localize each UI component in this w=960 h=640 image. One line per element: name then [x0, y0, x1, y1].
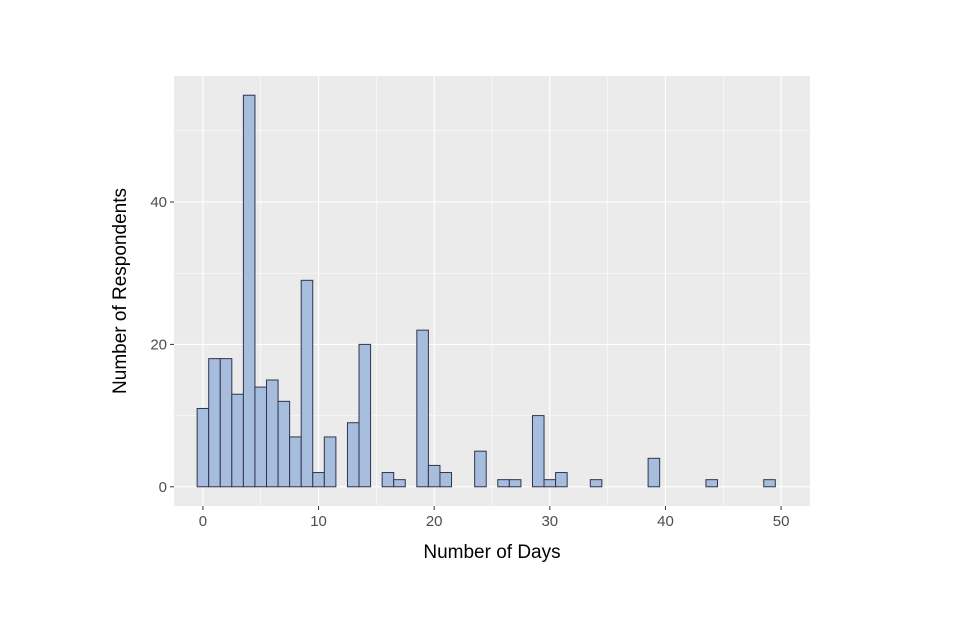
y-tick-label: 40: [150, 194, 167, 211]
histogram-bar: [381, 472, 395, 488]
y-tick-label: 0: [159, 479, 167, 496]
histogram-bar: [763, 479, 776, 488]
histogram-bar: [277, 400, 291, 488]
histogram-bar: [358, 343, 372, 488]
histogram-bar: [416, 329, 429, 488]
y-tick-label: 20: [150, 336, 167, 353]
x-tick-label: 30: [541, 513, 558, 530]
x-tick-label: 40: [657, 513, 674, 530]
histogram-bar: [508, 479, 522, 488]
histogram-bar: [589, 479, 603, 488]
y-axis-title: Number of Respondents: [110, 188, 131, 394]
histogram-bar: [219, 358, 233, 488]
histogram-bar: [647, 457, 661, 488]
histogram-bar: [300, 279, 314, 488]
histogram-bar: [543, 479, 557, 488]
histogram-bar: [208, 358, 221, 488]
histogram-bar: [427, 464, 441, 488]
histogram-bar: [474, 450, 487, 488]
x-tick-label: 10: [310, 513, 327, 530]
x-axis-ticks: 0 10 20 30 40 50: [199, 506, 790, 530]
gridlines: [174, 76, 810, 506]
histogram-bar: [231, 393, 244, 488]
x-tick-label: 0: [199, 513, 207, 530]
x-axis-title: Number of Days: [423, 542, 560, 563]
histogram-bar: [439, 472, 453, 488]
histogram-bar: [323, 436, 337, 488]
histogram-bar: [705, 479, 718, 488]
x-tick-label: 50: [773, 513, 790, 530]
histogram-bar: [242, 94, 256, 488]
y-axis-ticks: 0 20 40: [150, 194, 174, 496]
histogram-bar: [497, 479, 510, 488]
histogram-bar: [196, 407, 210, 488]
histogram-bar: [393, 479, 406, 488]
histogram-bar: [289, 436, 302, 488]
histogram-bar: [266, 379, 279, 488]
bars: [196, 94, 776, 488]
histogram-bar: [254, 386, 268, 488]
x-tick-label: 20: [426, 513, 443, 530]
histogram-bar: [531, 415, 545, 488]
histogram-bar: [555, 472, 568, 488]
histogram-bar: [312, 472, 325, 488]
histogram-bar: [346, 422, 360, 488]
